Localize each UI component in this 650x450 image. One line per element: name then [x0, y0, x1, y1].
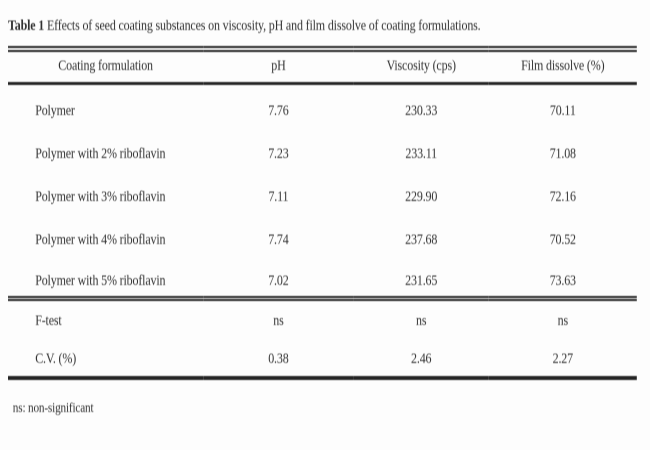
cell-formulation: Polymer with 2% riboflavin [35, 146, 166, 162]
cell-ph: 7.74 [268, 232, 289, 248]
table-row: Polymer with 3% riboflavin 7.11 229.90 7… [8, 169, 637, 212]
col-header-ph: pH [271, 58, 286, 75]
table-stats-body: F-test ns ns ns C.V. (%) 0.38 2.46 2.27 [8, 298, 637, 378]
table-row: Polymer 7.76 230.33 70.11 [8, 83, 637, 126]
data-table: Coating formulation pH Viscosity (cps) F… [8, 46, 637, 380]
cell-viscosity: 230.33 [405, 103, 438, 119]
cell-ph: 7.23 [268, 146, 289, 162]
table-header-row: Coating formulation pH Viscosity (cps) F… [8, 49, 637, 83]
footnote: ns: non-significant [12, 401, 94, 416]
table-caption: Table 1 Effects of seed coating substanc… [8, 17, 650, 35]
col-header-film-dissolve: Film dissolve (%) [521, 58, 605, 75]
cell-film-dissolve: 70.11 [549, 103, 576, 119]
cell-viscosity: 231.65 [405, 272, 438, 289]
cell-ph: 7.02 [268, 272, 289, 289]
cell-viscosity: 229.90 [405, 189, 438, 205]
cell-viscosity: 237.68 [405, 232, 438, 248]
cell-film-dissolve: 72.16 [549, 189, 576, 205]
cell-film-dissolve: ns [557, 313, 569, 329]
cell-ph: 7.11 [268, 189, 289, 205]
table-row: Polymer with 5% riboflavin 7.02 231.65 7… [8, 255, 637, 298]
table-data-body: Polymer 7.76 230.33 70.11 Polymer with 2… [8, 83, 637, 298]
caption-label: Table 1 [8, 18, 45, 34]
cell-formulation: Polymer with 3% riboflavin [35, 189, 166, 205]
cell-formulation: Polymer [35, 103, 75, 119]
cell-film-dissolve: 71.08 [549, 146, 576, 162]
cell-viscosity: 2.46 [411, 351, 432, 367]
cell-film-dissolve: 70.52 [549, 232, 576, 248]
cell-formulation: F-test [35, 313, 62, 329]
table-row: Polymer with 4% riboflavin 7.74 237.68 7… [8, 212, 637, 255]
cv-row: C.V. (%) 0.38 2.46 2.27 [8, 338, 637, 378]
cell-film-dissolve: 73.63 [549, 272, 576, 289]
caption-text: Effects of seed coating substances on vi… [46, 18, 481, 34]
cell-viscosity: 233.11 [405, 146, 437, 162]
table-row: Polymer with 2% riboflavin 7.23 233.11 7… [8, 126, 637, 169]
cell-film-dissolve: 2.27 [552, 351, 574, 367]
col-header-viscosity: Viscosity (cps) [386, 58, 456, 75]
scanned-page: Table 1 Effects of seed coating substanc… [0, 17, 650, 417]
col-header-formulation: Coating formulation [58, 58, 153, 75]
cell-ph: 7.76 [268, 103, 289, 119]
cell-formulation: C.V. (%) [35, 351, 77, 367]
ftest-row: F-test ns ns ns [8, 298, 637, 338]
cell-formulation: Polymer with 5% riboflavin [35, 272, 166, 289]
cell-viscosity: ns [416, 313, 427, 329]
cell-formulation: Polymer with 4% riboflavin [35, 232, 166, 248]
cell-ph: ns [273, 313, 284, 329]
cell-ph: 0.38 [268, 351, 289, 367]
